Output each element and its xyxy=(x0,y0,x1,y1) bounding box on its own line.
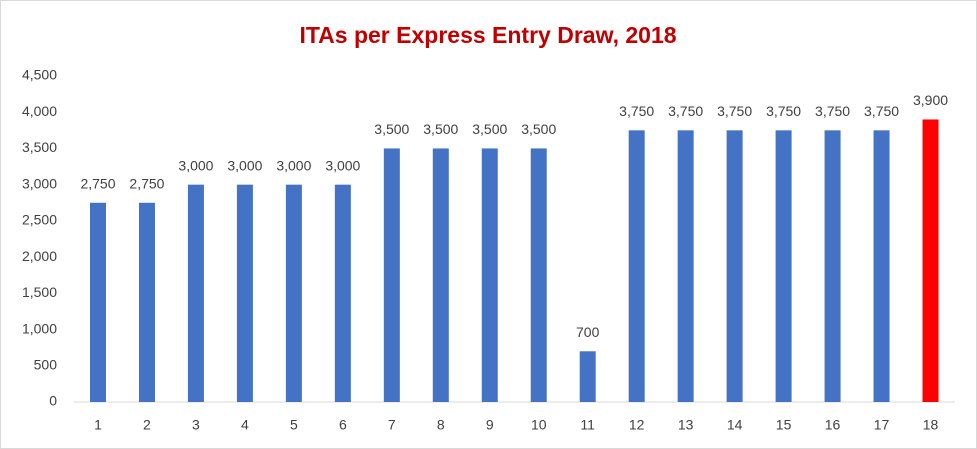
chart-title: ITAs per Express Entry Draw, 2018 xyxy=(299,22,676,48)
bar xyxy=(775,130,792,403)
bar xyxy=(677,130,694,403)
x-tick-label: 5 xyxy=(290,417,298,433)
data-label: 3,750 xyxy=(717,103,752,119)
data-label: 700 xyxy=(576,324,600,340)
bar xyxy=(824,130,841,403)
bar xyxy=(726,130,743,403)
x-tick-label: 14 xyxy=(727,417,743,433)
data-label: 2,750 xyxy=(80,175,115,191)
data-label: 3,750 xyxy=(668,103,703,119)
data-label: 3,500 xyxy=(521,121,556,137)
data-label: 3,000 xyxy=(325,157,360,173)
data-label: 3,900 xyxy=(913,92,948,108)
data-label: 3,750 xyxy=(619,103,654,119)
data-label: 3,500 xyxy=(472,121,507,137)
y-tick-label: 1,000 xyxy=(22,320,57,336)
y-tick-label: 4,500 xyxy=(22,67,57,83)
x-tick-label: 3 xyxy=(192,417,200,433)
bar xyxy=(138,202,155,402)
bar xyxy=(187,184,204,402)
y-tick-label: 0 xyxy=(49,393,57,409)
y-tick-label: 500 xyxy=(34,356,58,372)
bar xyxy=(873,130,890,403)
data-label: 3,000 xyxy=(227,157,262,173)
x-tick-label: 1 xyxy=(94,417,102,433)
x-tick-label: 9 xyxy=(486,417,494,433)
bar xyxy=(579,351,596,402)
data-label: 3,500 xyxy=(423,121,458,137)
bar xyxy=(334,184,351,402)
x-tick-label: 16 xyxy=(825,417,841,433)
data-label: 3,750 xyxy=(815,103,850,119)
bar xyxy=(530,148,547,402)
x-tick-label: 17 xyxy=(874,417,890,433)
y-tick-label: 2,500 xyxy=(22,212,57,228)
y-tick-label: 2,000 xyxy=(22,248,57,264)
data-label: 3,750 xyxy=(766,103,801,119)
data-label: 3,500 xyxy=(374,121,409,137)
bar xyxy=(628,130,645,403)
data-label: 2,750 xyxy=(129,175,164,191)
bar xyxy=(383,148,400,402)
data-label: 3,750 xyxy=(864,103,899,119)
x-tick-label: 4 xyxy=(241,417,249,433)
y-tick-label: 3,500 xyxy=(22,139,57,155)
x-tick-label: 6 xyxy=(339,417,347,433)
x-tick-label: 10 xyxy=(531,417,547,433)
bar xyxy=(236,184,253,402)
x-tick-label: 8 xyxy=(437,417,445,433)
y-tick-label: 3,000 xyxy=(22,175,57,191)
x-tick-label: 18 xyxy=(923,417,939,433)
x-tick-label: 11 xyxy=(580,417,595,433)
y-tick-label: 4,000 xyxy=(22,103,57,119)
x-tick-label: 15 xyxy=(776,417,792,433)
data-label: 3,000 xyxy=(178,157,213,173)
x-tick-label: 7 xyxy=(388,417,396,433)
y-tick-label: 1,500 xyxy=(22,284,57,300)
bar xyxy=(481,148,498,402)
bar xyxy=(285,184,302,402)
bar xyxy=(922,119,939,402)
bar xyxy=(432,148,449,402)
x-tick-label: 13 xyxy=(678,417,694,433)
data-label: 3,000 xyxy=(276,157,311,173)
x-tick-label: 2 xyxy=(143,417,151,433)
x-tick-label: 12 xyxy=(629,417,645,433)
bar xyxy=(89,202,106,402)
